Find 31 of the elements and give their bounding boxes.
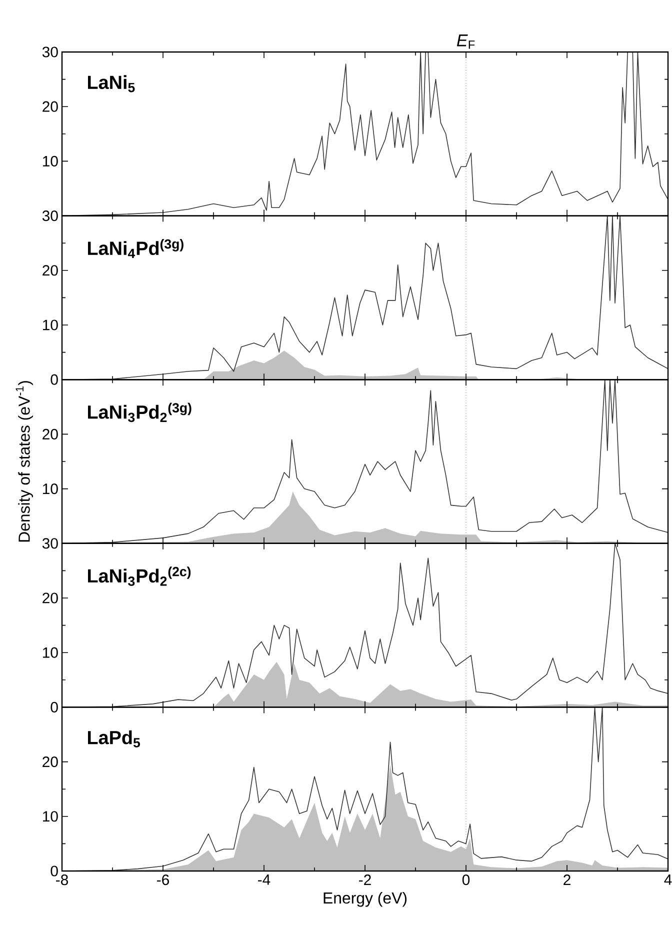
annotation: LaNi$_{3}$Pd$_{2}$(3g) (88, 402, 192, 422)
y-tick-label: 20 (42, 265, 58, 276)
y-tick-label: 10 (43, 811, 58, 822)
y-tick-label: 10 (43, 647, 58, 658)
y-axis-title: Density of states (eV$^{-1}$) (16, 381, 34, 542)
y-tick-label: 10 (43, 484, 58, 494)
x-tick-label: -2 (359, 874, 371, 885)
y-tick-label: 20 (42, 592, 58, 604)
x-tick-label: -6 (157, 874, 169, 886)
x-tick-label: -4 (258, 874, 270, 885)
x-axis-title: Energy (eV) (324, 892, 407, 907)
y-tick-label: 30 (42, 538, 58, 549)
y-tick-label: 0 (50, 702, 58, 712)
y-tick-label: 0 (50, 374, 58, 385)
y-tick-label: 20 (42, 756, 58, 768)
y-tick-label: 30 (42, 210, 58, 222)
x-tick-label: 0 (462, 874, 470, 886)
annotation: LaNi$_{4}$Pd$^{(3g)}$ (88, 238, 184, 258)
y-tick-label: 10 (43, 320, 58, 330)
annotation: LaNi$_{3}$Pd$_{2}$(2c) (88, 566, 191, 586)
y-tick-label: 20 (42, 428, 58, 440)
y-tick-label: 10 (43, 156, 58, 166)
ref-line-label: E$_{F}$ (456, 34, 475, 49)
x-tick-label: -8 (56, 874, 68, 886)
y-tick-label: 30 (42, 46, 58, 58)
x-tick-label: 2 (564, 874, 570, 885)
y-tick-label: 20 (42, 101, 58, 112)
y-tick-label: 0 (50, 866, 58, 876)
annotation: LaNi$_{5}$ (88, 75, 135, 92)
annotation: LaPd$_{5}$ (88, 730, 140, 748)
x-tick-label: 4 (664, 874, 672, 885)
